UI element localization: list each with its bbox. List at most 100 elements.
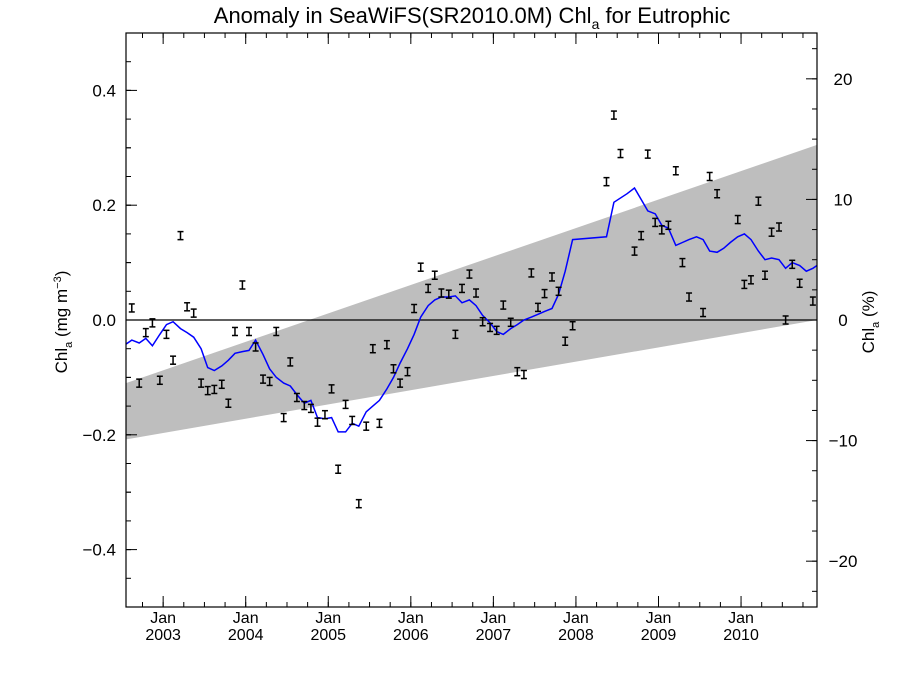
data-point bbox=[184, 302, 191, 312]
data-point bbox=[487, 322, 494, 333]
data-point bbox=[617, 148, 624, 159]
x-tick-label-year: 2010 bbox=[723, 627, 759, 644]
data-point bbox=[658, 225, 665, 235]
data-point bbox=[211, 384, 218, 395]
y-left-tick-label: −0.4 bbox=[82, 541, 116, 560]
data-point bbox=[198, 378, 205, 388]
y-right-tick-label: −20 bbox=[829, 552, 858, 571]
data-point bbox=[177, 230, 184, 241]
x-tick-label-year: 2003 bbox=[145, 627, 181, 644]
axes: Jan2003Jan2004Jan2005Jan2006Jan2007Jan20… bbox=[82, 32, 858, 644]
y-right-tick-label: 20 bbox=[834, 70, 853, 89]
data-point bbox=[293, 392, 300, 403]
y-axis-left-label-superscript: −3 bbox=[52, 276, 64, 289]
data-point bbox=[638, 230, 645, 241]
data-point bbox=[761, 270, 768, 280]
y-left-tick-label: 0.2 bbox=[92, 196, 116, 215]
data-point bbox=[445, 289, 452, 299]
data-point bbox=[349, 415, 356, 426]
y-axis-left-label-units: (mg m bbox=[52, 289, 71, 342]
data-point bbox=[768, 227, 775, 237]
data-point bbox=[747, 275, 754, 285]
y-axis-right-label-main: Chl bbox=[859, 328, 878, 354]
x-tick-label-year: 2009 bbox=[641, 627, 677, 644]
data-point bbox=[755, 196, 762, 206]
chart-title-tail: for Eutrophic bbox=[599, 3, 730, 28]
data-point bbox=[782, 315, 789, 325]
data-point bbox=[672, 165, 679, 176]
data-point bbox=[190, 308, 197, 318]
data-point bbox=[789, 259, 796, 270]
data-point bbox=[610, 110, 617, 120]
y-axis-left-label-end: ) bbox=[52, 271, 71, 277]
data-point bbox=[514, 366, 521, 377]
uncertainty-band bbox=[126, 144, 817, 440]
data-point bbox=[473, 288, 480, 298]
data-point bbox=[246, 326, 253, 337]
y-axis-right-label-subscript: a bbox=[870, 321, 882, 328]
data-point bbox=[204, 385, 211, 396]
data-point bbox=[390, 364, 397, 374]
data-point bbox=[273, 326, 280, 337]
data-point bbox=[170, 355, 177, 365]
data-point bbox=[603, 176, 610, 187]
chart-title: Anomaly in SeaWiFS(SR2010.0M) Chla for E… bbox=[214, 3, 730, 32]
x-tick-label-month: Jan bbox=[728, 610, 754, 627]
y-axis-left-label-subscript: a bbox=[63, 341, 75, 348]
x-tick-label-month: Jan bbox=[315, 610, 341, 627]
data-point bbox=[239, 280, 246, 290]
data-point bbox=[287, 357, 294, 367]
data-point bbox=[431, 270, 438, 280]
data-point bbox=[714, 188, 721, 199]
data-point bbox=[225, 398, 232, 408]
data-point bbox=[520, 369, 527, 380]
data-point bbox=[652, 217, 659, 228]
data-point bbox=[776, 222, 783, 232]
x-tick-label-year: 2005 bbox=[310, 627, 346, 644]
data-point bbox=[706, 171, 713, 182]
data-point bbox=[363, 421, 370, 431]
data-point bbox=[369, 343, 376, 354]
data-point bbox=[417, 262, 424, 272]
data-point bbox=[163, 329, 170, 340]
data-point bbox=[809, 296, 816, 306]
y-axis-left-label: Chla (mg m−3) bbox=[52, 271, 75, 374]
x-tick-label-month: Jan bbox=[150, 610, 176, 627]
data-point bbox=[500, 300, 507, 310]
data-point bbox=[425, 283, 432, 294]
plot-area bbox=[125, 110, 818, 509]
data-point bbox=[562, 336, 569, 347]
data-point bbox=[335, 464, 342, 475]
data-point bbox=[397, 378, 404, 388]
data-point bbox=[314, 417, 321, 427]
y-left-tick-label: −0.2 bbox=[82, 426, 116, 445]
data-point bbox=[128, 303, 135, 313]
y-axis-left-label-main: Chl bbox=[52, 348, 71, 374]
data-point bbox=[665, 220, 672, 231]
data-point bbox=[260, 374, 267, 384]
running-mean-line bbox=[125, 186, 818, 433]
x-tick-label-month: Jan bbox=[233, 610, 259, 627]
data-point bbox=[734, 214, 741, 225]
data-point bbox=[548, 272, 555, 282]
data-point bbox=[679, 257, 686, 268]
x-tick-label-month: Jan bbox=[563, 610, 589, 627]
data-point bbox=[796, 278, 803, 289]
data-point bbox=[301, 400, 308, 411]
data-point bbox=[493, 325, 500, 336]
data-point bbox=[156, 375, 163, 386]
data-point bbox=[507, 317, 514, 328]
data-point bbox=[342, 399, 349, 410]
data-point bbox=[376, 418, 383, 429]
data-point bbox=[741, 279, 748, 290]
data-point bbox=[231, 326, 238, 337]
x-tick-label-month: Jan bbox=[480, 610, 506, 627]
x-tick-label-year: 2004 bbox=[228, 627, 264, 644]
x-tick-label-year: 2006 bbox=[393, 627, 429, 644]
y-left-tick-label: 0.4 bbox=[92, 81, 116, 100]
data-point bbox=[411, 303, 418, 314]
data-point bbox=[142, 327, 149, 338]
data-point bbox=[355, 498, 362, 509]
data-point bbox=[307, 403, 314, 414]
